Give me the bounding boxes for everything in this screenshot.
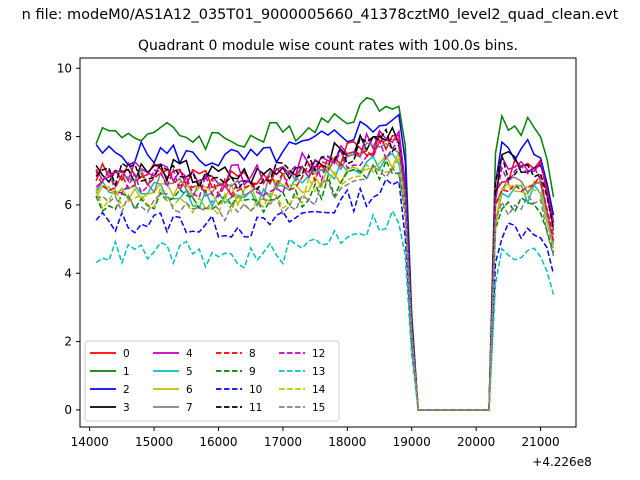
- legend-label-3: 3: [123, 402, 130, 414]
- y-tick-label: 2: [64, 335, 72, 349]
- legend-label-11: 11: [249, 402, 262, 414]
- x-tick-label: 20000: [457, 435, 495, 449]
- x-tick-label: 19000: [393, 435, 431, 449]
- x-tick-label: 21000: [521, 435, 559, 449]
- legend-label-13: 13: [312, 366, 325, 378]
- legend-label-5: 5: [186, 366, 193, 378]
- legend-label-0: 0: [123, 348, 130, 360]
- legend-label-12: 12: [312, 348, 325, 360]
- series-line-11: [95, 127, 555, 411]
- y-tick-label: 10: [57, 61, 72, 75]
- y-tick-label: 8: [64, 130, 72, 144]
- legend-label-2: 2: [123, 384, 130, 396]
- x-axis-offset-label: +4.226e8: [532, 455, 591, 469]
- axes-frame: [79, 57, 577, 428]
- x-tick-label: 14000: [71, 435, 109, 449]
- figure-suptitle: n file: modeM0/AS1A12_035T01_9000005660_…: [22, 7, 619, 23]
- series-line-15: [95, 165, 555, 411]
- legend-label-14: 14: [312, 384, 326, 396]
- legend-label-7: 7: [186, 402, 193, 414]
- legend-label-4: 4: [186, 348, 193, 360]
- legend-label-8: 8: [249, 348, 256, 360]
- series-line-8: [95, 137, 555, 411]
- series-line-12: [95, 137, 555, 411]
- legend-label-1: 1: [123, 366, 130, 378]
- y-tick-label: 6: [64, 198, 72, 212]
- legend-box: [84, 340, 340, 422]
- series-line-10: [95, 177, 555, 411]
- series-layer: [95, 96, 555, 411]
- y-axis: 0 2 4 6 8 10: [57, 61, 80, 417]
- legend-label-10: 10: [249, 384, 262, 396]
- x-tick-label: 18000: [328, 435, 366, 449]
- legend-label-6: 6: [186, 384, 193, 396]
- legend-label-9: 9: [249, 366, 256, 378]
- y-tick-label: 0: [64, 403, 72, 417]
- x-tick-label: 16000: [199, 435, 237, 449]
- x-tick-label: 17000: [264, 435, 302, 449]
- legend-label-15: 15: [312, 402, 325, 414]
- x-axis: 14000 15000 16000 17000 18000 19000 20000 21000: [71, 427, 560, 449]
- chart-title: Quadrant 0 module wise count rates with …: [138, 38, 518, 54]
- x-tick-label: 15000: [135, 435, 173, 449]
- y-tick-label: 4: [64, 266, 72, 280]
